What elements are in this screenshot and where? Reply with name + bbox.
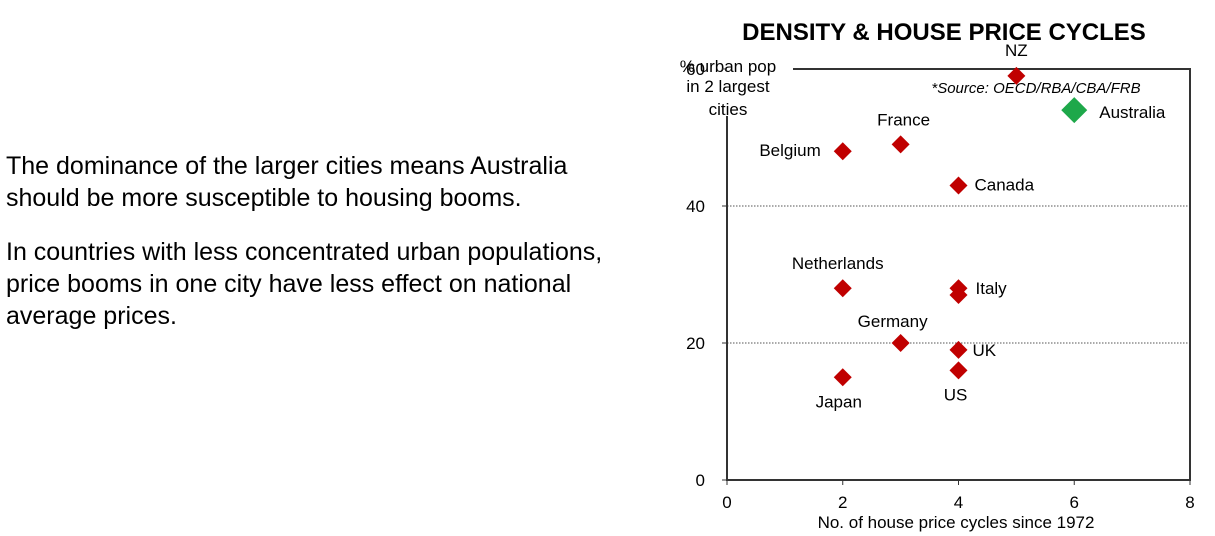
y-tick-label-40: 40	[686, 197, 705, 216]
y-tick-labels: 0 20 40 60	[686, 60, 727, 490]
data-label-france: France	[877, 110, 930, 129]
data-point-australia	[1061, 97, 1088, 124]
x-tick-labels: 0 2 4 6 8	[722, 480, 1195, 512]
y-axis-label-line-3: cities	[709, 100, 748, 119]
data-point-japan	[833, 368, 852, 387]
source-note: *Source: OECD/RBA/CBA/FRB	[931, 80, 1140, 97]
paragraph-less-concentrated: In countries with less concentrated urba…	[6, 238, 603, 330]
data-label-australia: Australia	[1099, 103, 1166, 122]
data-label-canada: Canada	[975, 175, 1035, 194]
y-axis-label-line-1: % urban pop	[680, 57, 776, 76]
data-label-germany: Germany	[858, 312, 928, 331]
y-axis-label: % urban pop in 2 largest cities	[665, 52, 793, 119]
data-label-belgium: Belgium	[759, 141, 820, 160]
data-points	[833, 66, 1088, 387]
data-point-france	[891, 135, 910, 154]
data-label-japan: Japan	[816, 392, 862, 411]
data-point-netherlands	[833, 279, 852, 298]
x-tick-label-6: 6	[1070, 493, 1079, 512]
x-tick-label-4: 4	[954, 493, 963, 512]
data-point-labels: NZ Australia France Belgium Canada Netherland…	[759, 41, 1166, 411]
plot-area-frame	[726, 68, 1191, 481]
explanatory-text: The dominance of the larger cities means…	[6, 150, 616, 354]
x-tick-label-8: 8	[1185, 493, 1194, 512]
chart-title: DENSITY & HOUSE PRICE CYCLES	[742, 19, 1146, 46]
data-point-belgium	[833, 142, 852, 161]
data-label-italy: Italy	[976, 279, 1008, 298]
y-tick-label-60: 60	[686, 60, 705, 79]
data-point-germany	[891, 334, 910, 352]
data-point-nz	[1007, 66, 1026, 85]
data-point-unlabeled-7	[949, 286, 968, 305]
x-tick-label-2: 2	[838, 493, 847, 512]
y-tick-label-20: 20	[686, 334, 705, 353]
paragraph-dominance: The dominance of the larger cities means…	[6, 152, 568, 212]
data-label-nz: NZ	[1005, 41, 1028, 60]
y-axis-label-line-2: in 2 largest	[686, 77, 769, 96]
x-axis-label: No. of house price cycles since 1972	[818, 513, 1095, 532]
data-label-us: US	[944, 385, 968, 404]
y-tick-label-0: 0	[696, 471, 705, 490]
data-label-uk: UK	[973, 341, 997, 360]
data-point-canada	[949, 176, 968, 195]
data-point-us	[949, 361, 968, 380]
data-point-uk	[949, 340, 968, 359]
x-tick-label-0: 0	[722, 493, 731, 512]
data-label-netherlands: Netherlands	[792, 254, 884, 273]
